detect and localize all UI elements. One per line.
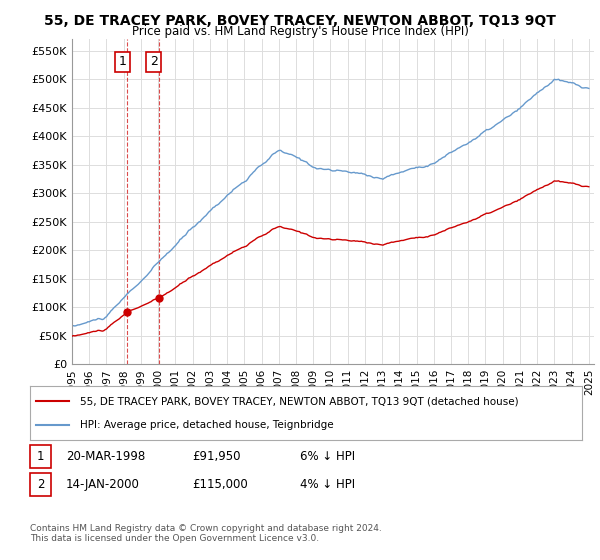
Text: Contains HM Land Registry data © Crown copyright and database right 2024.
This d: Contains HM Land Registry data © Crown c…	[30, 524, 382, 543]
Text: Price paid vs. HM Land Registry's House Price Index (HPI): Price paid vs. HM Land Registry's House …	[131, 25, 469, 38]
Text: 2: 2	[37, 478, 44, 491]
Text: 55, DE TRACEY PARK, BOVEY TRACEY, NEWTON ABBOT, TQ13 9QT: 55, DE TRACEY PARK, BOVEY TRACEY, NEWTON…	[44, 14, 556, 28]
Text: 1: 1	[37, 450, 44, 463]
Text: 55, DE TRACEY PARK, BOVEY TRACEY, NEWTON ABBOT, TQ13 9QT (detached house): 55, DE TRACEY PARK, BOVEY TRACEY, NEWTON…	[80, 396, 518, 407]
Text: 6% ↓ HPI: 6% ↓ HPI	[300, 450, 355, 463]
Text: 1: 1	[118, 55, 126, 68]
Text: 2: 2	[150, 55, 158, 68]
Text: HPI: Average price, detached house, Teignbridge: HPI: Average price, detached house, Teig…	[80, 419, 334, 430]
Text: £115,000: £115,000	[192, 478, 248, 491]
Text: 4% ↓ HPI: 4% ↓ HPI	[300, 478, 355, 491]
Text: 14-JAN-2000: 14-JAN-2000	[66, 478, 140, 491]
Text: £91,950: £91,950	[192, 450, 241, 463]
Text: 20-MAR-1998: 20-MAR-1998	[66, 450, 145, 463]
